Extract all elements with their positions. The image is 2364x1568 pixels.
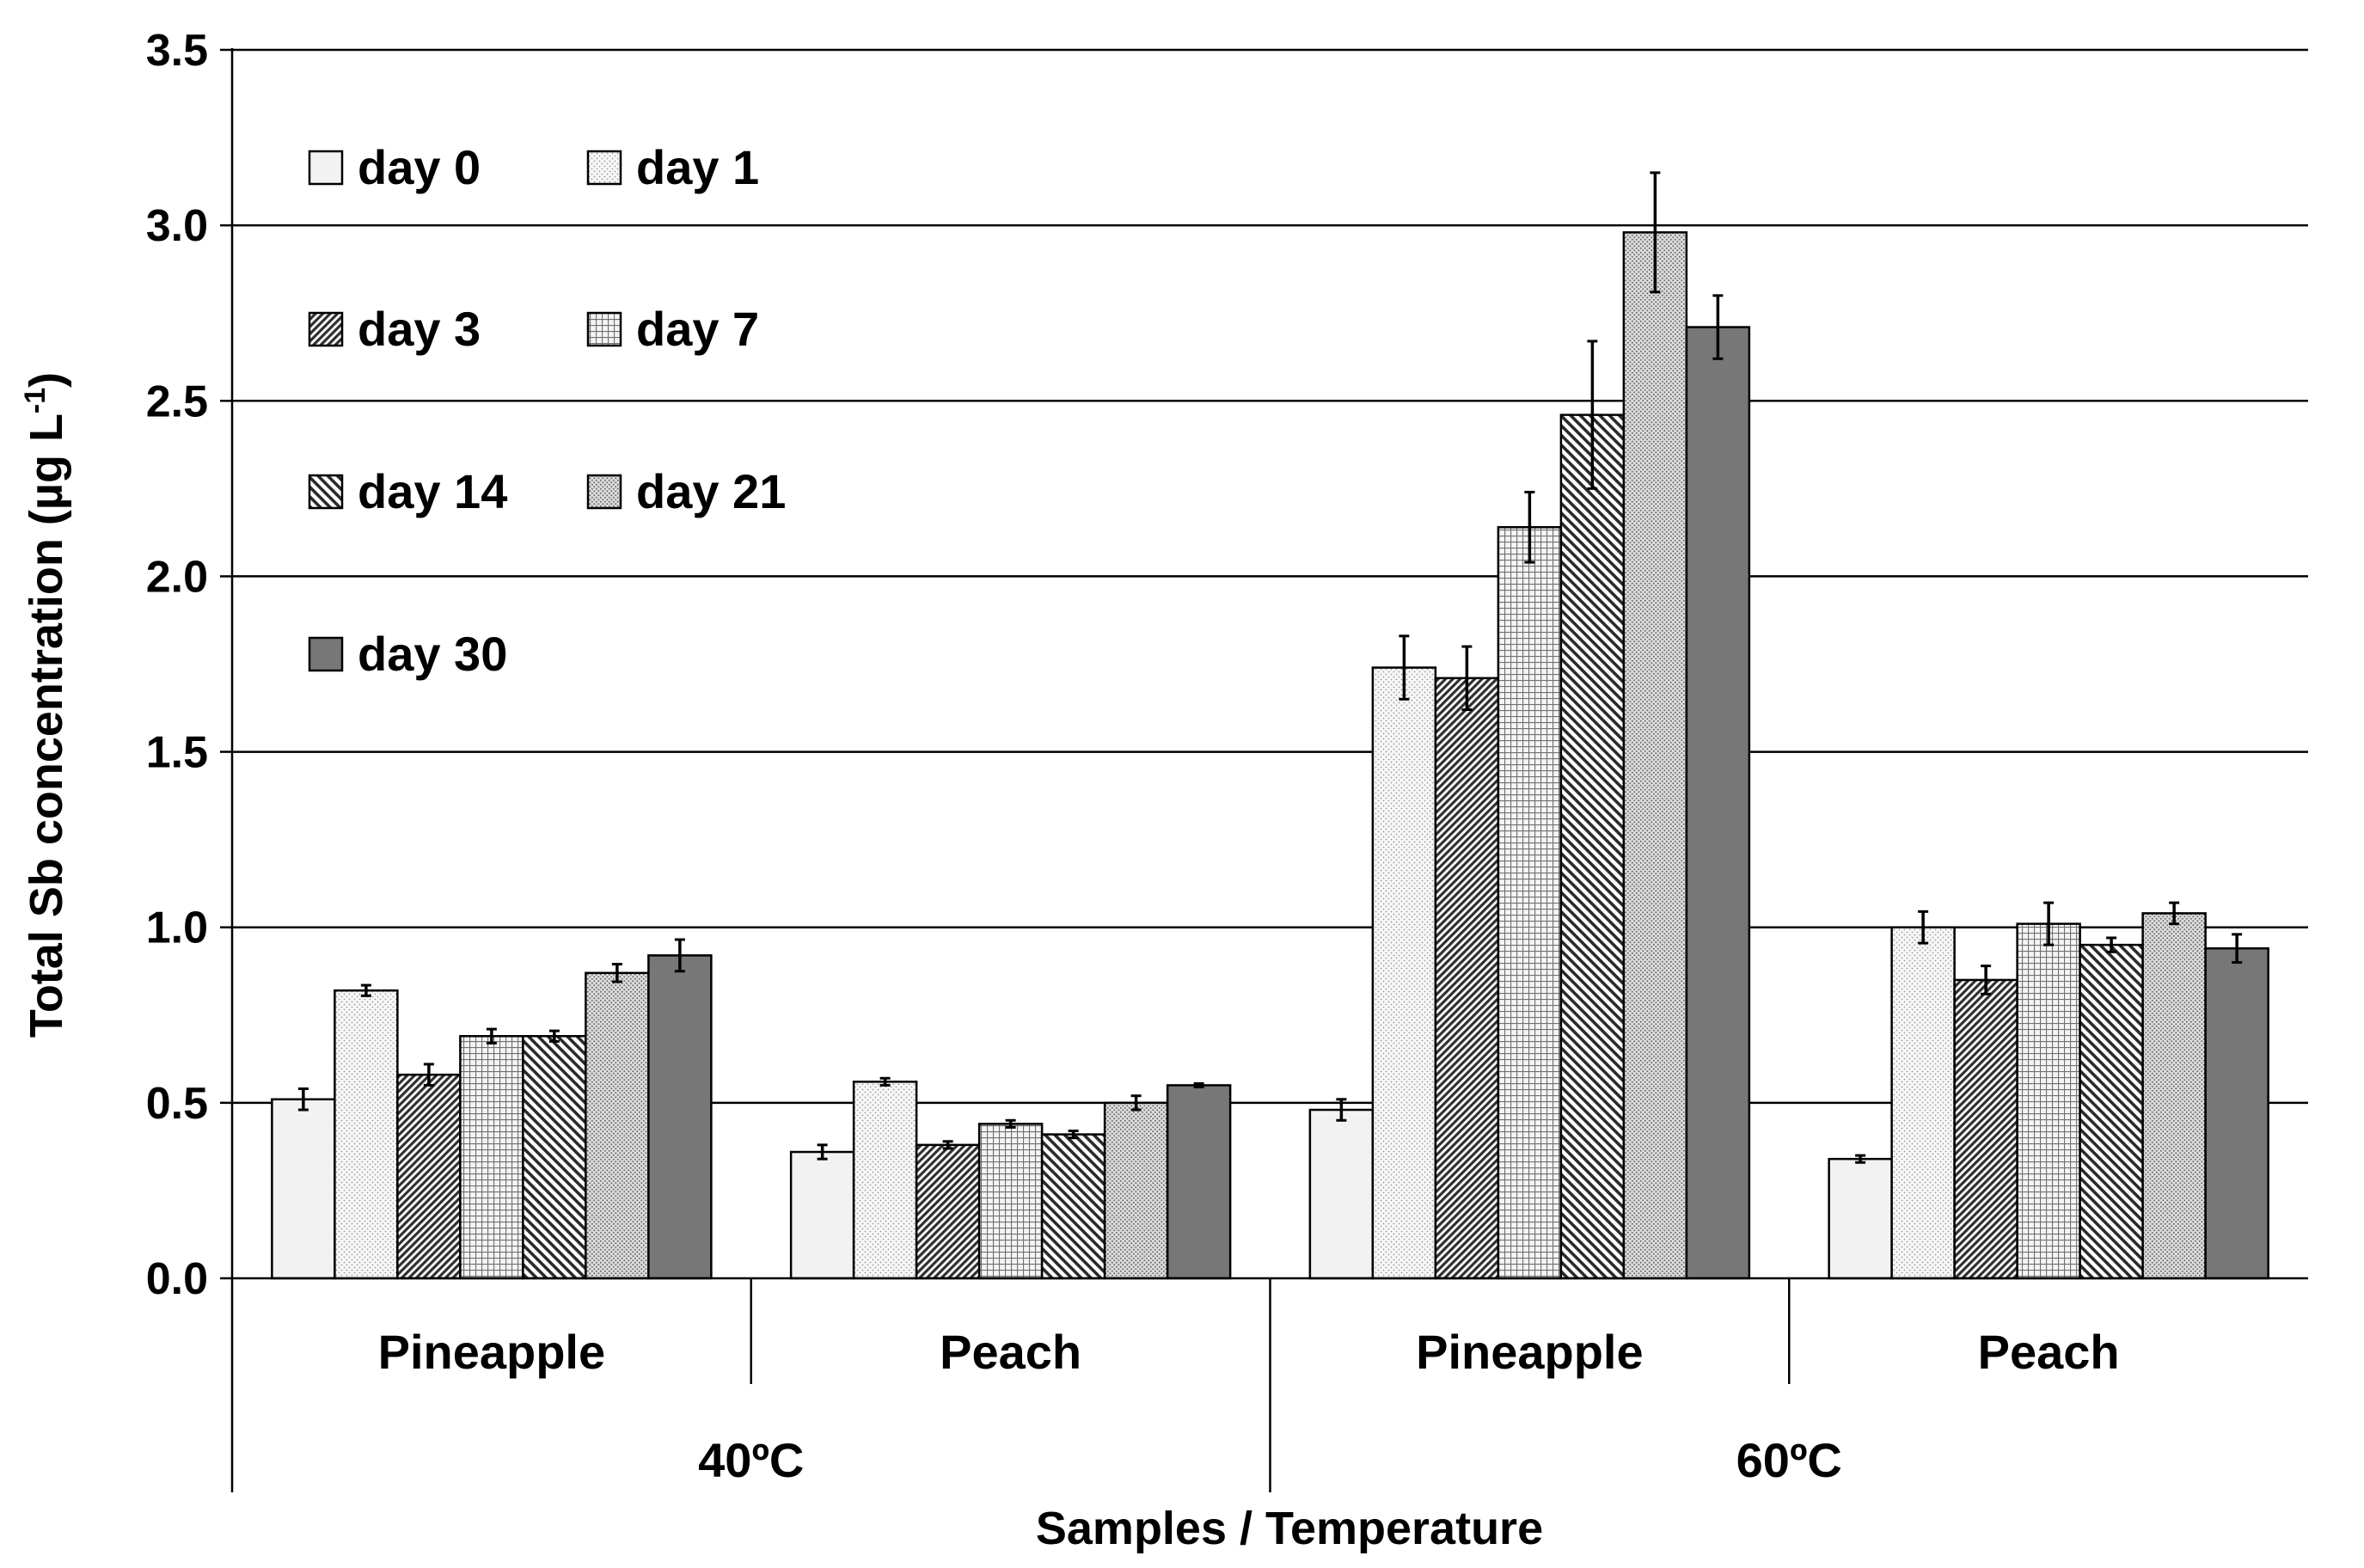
- bars: [271, 171, 2269, 1280]
- group-label: 40ºC: [698, 1433, 804, 1487]
- bar: [1685, 326, 1751, 1280]
- bar: [2141, 912, 2207, 1280]
- bar: [1828, 1157, 1893, 1280]
- y-tick-label: 0.5: [146, 1079, 208, 1129]
- bar: [2016, 922, 2081, 1280]
- y-axis-title: Total Sb concentration (µg L-1): [19, 372, 72, 1038]
- legend: day 0 day 1 day 3 day 7 day 14 day 21 day 30: [308, 140, 786, 681]
- bar: [789, 1150, 855, 1280]
- bar: [1166, 1084, 1232, 1280]
- legend-swatch: [586, 150, 622, 186]
- bar: [1559, 413, 1626, 1280]
- legend-label: day 7: [636, 302, 759, 356]
- legend-swatch: [586, 474, 622, 510]
- category-label: Pineapple: [378, 1325, 606, 1379]
- y-tick-label: 3.5: [146, 26, 208, 76]
- legend-swatch: [308, 636, 344, 672]
- x-axis-title: Samples / Temperature: [1036, 1503, 1543, 1554]
- bar: [1434, 677, 1500, 1280]
- bar: [977, 1123, 1044, 1280]
- y-tick-label: 0.0: [146, 1254, 208, 1304]
- bar: [1040, 1133, 1106, 1280]
- legend-label: day 1: [636, 140, 759, 194]
- bar: [459, 1035, 524, 1280]
- y-tick-label: 2.0: [146, 552, 208, 602]
- bar: [647, 954, 713, 1280]
- bar: [1308, 1108, 1375, 1280]
- bar: [852, 1081, 918, 1280]
- bar: [1497, 526, 1563, 1280]
- axes: [230, 48, 2308, 1492]
- legend-label: day 14: [358, 464, 507, 518]
- bar: [1953, 978, 2018, 1280]
- bar: [271, 1098, 336, 1280]
- category-label: Pineapple: [1416, 1325, 1644, 1379]
- bar: [915, 1143, 981, 1280]
- legend-swatch: [308, 474, 344, 510]
- legend-label: day 3: [358, 302, 481, 356]
- category-label: Peach: [940, 1325, 1081, 1379]
- y-tick-label: 3.0: [146, 201, 208, 251]
- legend-label: day 30: [358, 627, 507, 681]
- category-label: Peach: [1978, 1325, 2120, 1379]
- legend-label: day 0: [358, 140, 481, 194]
- legend-label: day 21: [636, 464, 786, 518]
- legend-swatch: [586, 311, 622, 347]
- bar: [1622, 231, 1688, 1280]
- bar: [522, 1035, 587, 1280]
- bar: [1890, 926, 1956, 1280]
- category-labels: Pineapple Peach Pineapple Peach 40ºC 60ºC: [378, 1325, 2120, 1487]
- y-tick-label: 1.0: [146, 903, 208, 953]
- legend-swatch: [308, 311, 344, 347]
- y-tick-label: 1.5: [146, 728, 208, 778]
- y-tick-label: 2.5: [146, 377, 208, 426]
- bar: [2079, 943, 2144, 1280]
- y-tick-labels: 0.0 0.5 1.0 1.5 2.0 2.5 3.0 3.5: [146, 26, 208, 1304]
- bar: [1371, 666, 1437, 1280]
- bar: [1103, 1101, 1169, 1280]
- bar: [585, 971, 650, 1280]
- legend-swatch: [308, 150, 344, 186]
- group-label: 60ºC: [1736, 1433, 1842, 1487]
- bar: [2204, 946, 2269, 1280]
- bar: [396, 1073, 462, 1280]
- bar: [334, 989, 399, 1280]
